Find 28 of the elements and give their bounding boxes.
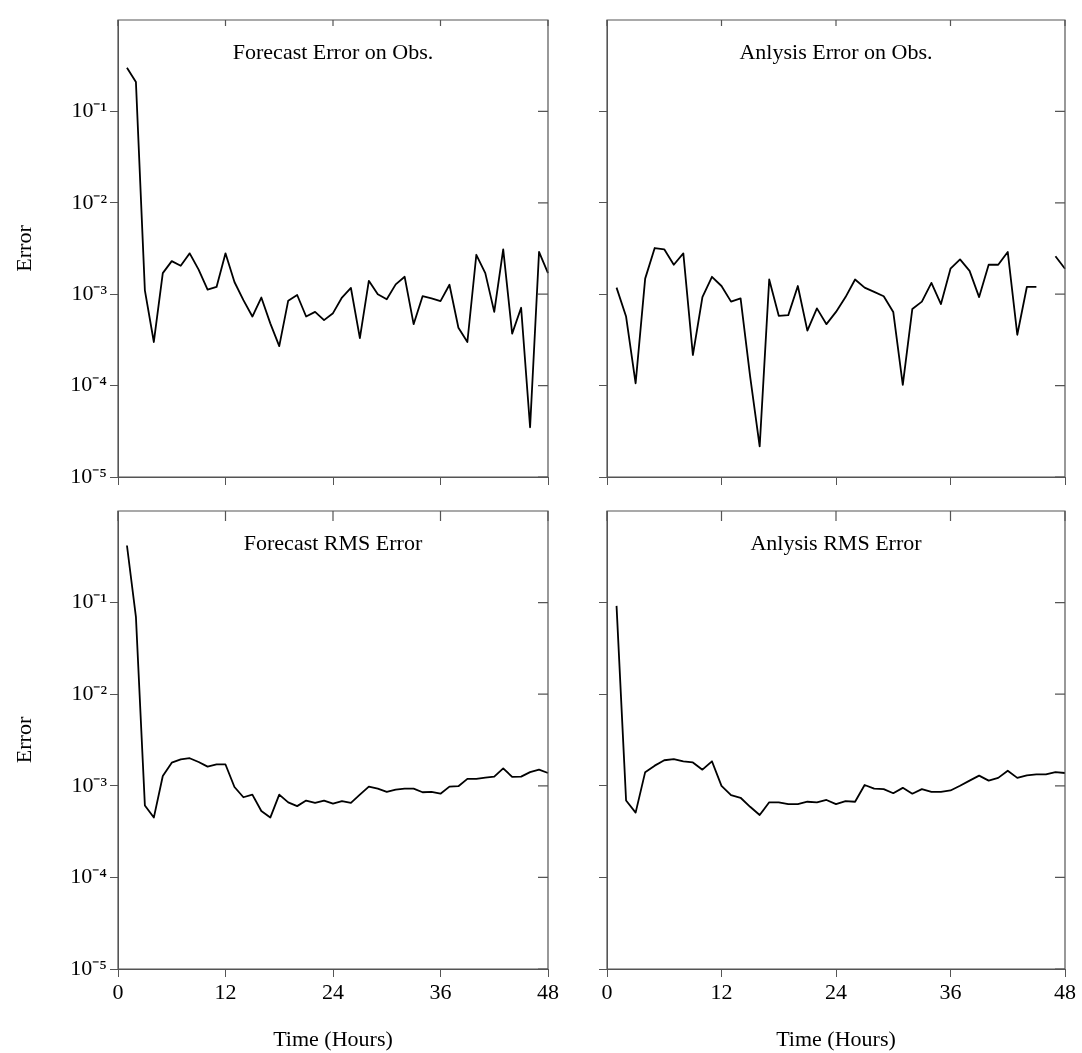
y-tick-label: 10⁻³ [71,771,108,797]
y-tick-label: 10⁻³ [71,279,108,305]
x-tick-label: 48 [1054,978,1076,1004]
y-axis-title: Error [10,716,36,764]
x-tick-label: 36 [939,978,962,1004]
x-tick-label: 0 [112,978,124,1004]
x-tick-label: 24 [322,978,344,1004]
y-tick-label: 10⁻¹ [71,97,107,123]
x-tick-label: 24 [825,978,847,1004]
x-axis-title: Time (Hours) [273,1025,393,1051]
y-axis-title: Error [10,224,36,272]
text: Anlysis Error on Obs. [739,38,933,64]
y-tick-label: 10⁻⁵ [70,462,107,488]
text: Forecast Error on Obs. [232,38,434,64]
y-tick-label: 10⁻⁴ [70,371,108,397]
text: Anlysis RMS Error [750,529,923,555]
x-tick-label: 0 [601,978,613,1004]
x-tick-label: 12 [214,978,237,1004]
y-tick-label: 10⁻² [71,188,108,214]
x-tick-label: 12 [710,978,733,1004]
x-tick-label: 48 [537,978,559,1004]
x-tick-label: 36 [429,978,452,1004]
y-tick-label: 10⁻⁵ [70,954,107,980]
y-tick-label: 10⁻¹ [71,588,107,614]
x-axis-title: Time (Hours) [776,1025,896,1051]
text: Forecast RMS Error [243,529,423,555]
y-tick-label: 10⁻⁴ [70,863,108,889]
y-tick-label: 10⁻² [71,679,108,705]
